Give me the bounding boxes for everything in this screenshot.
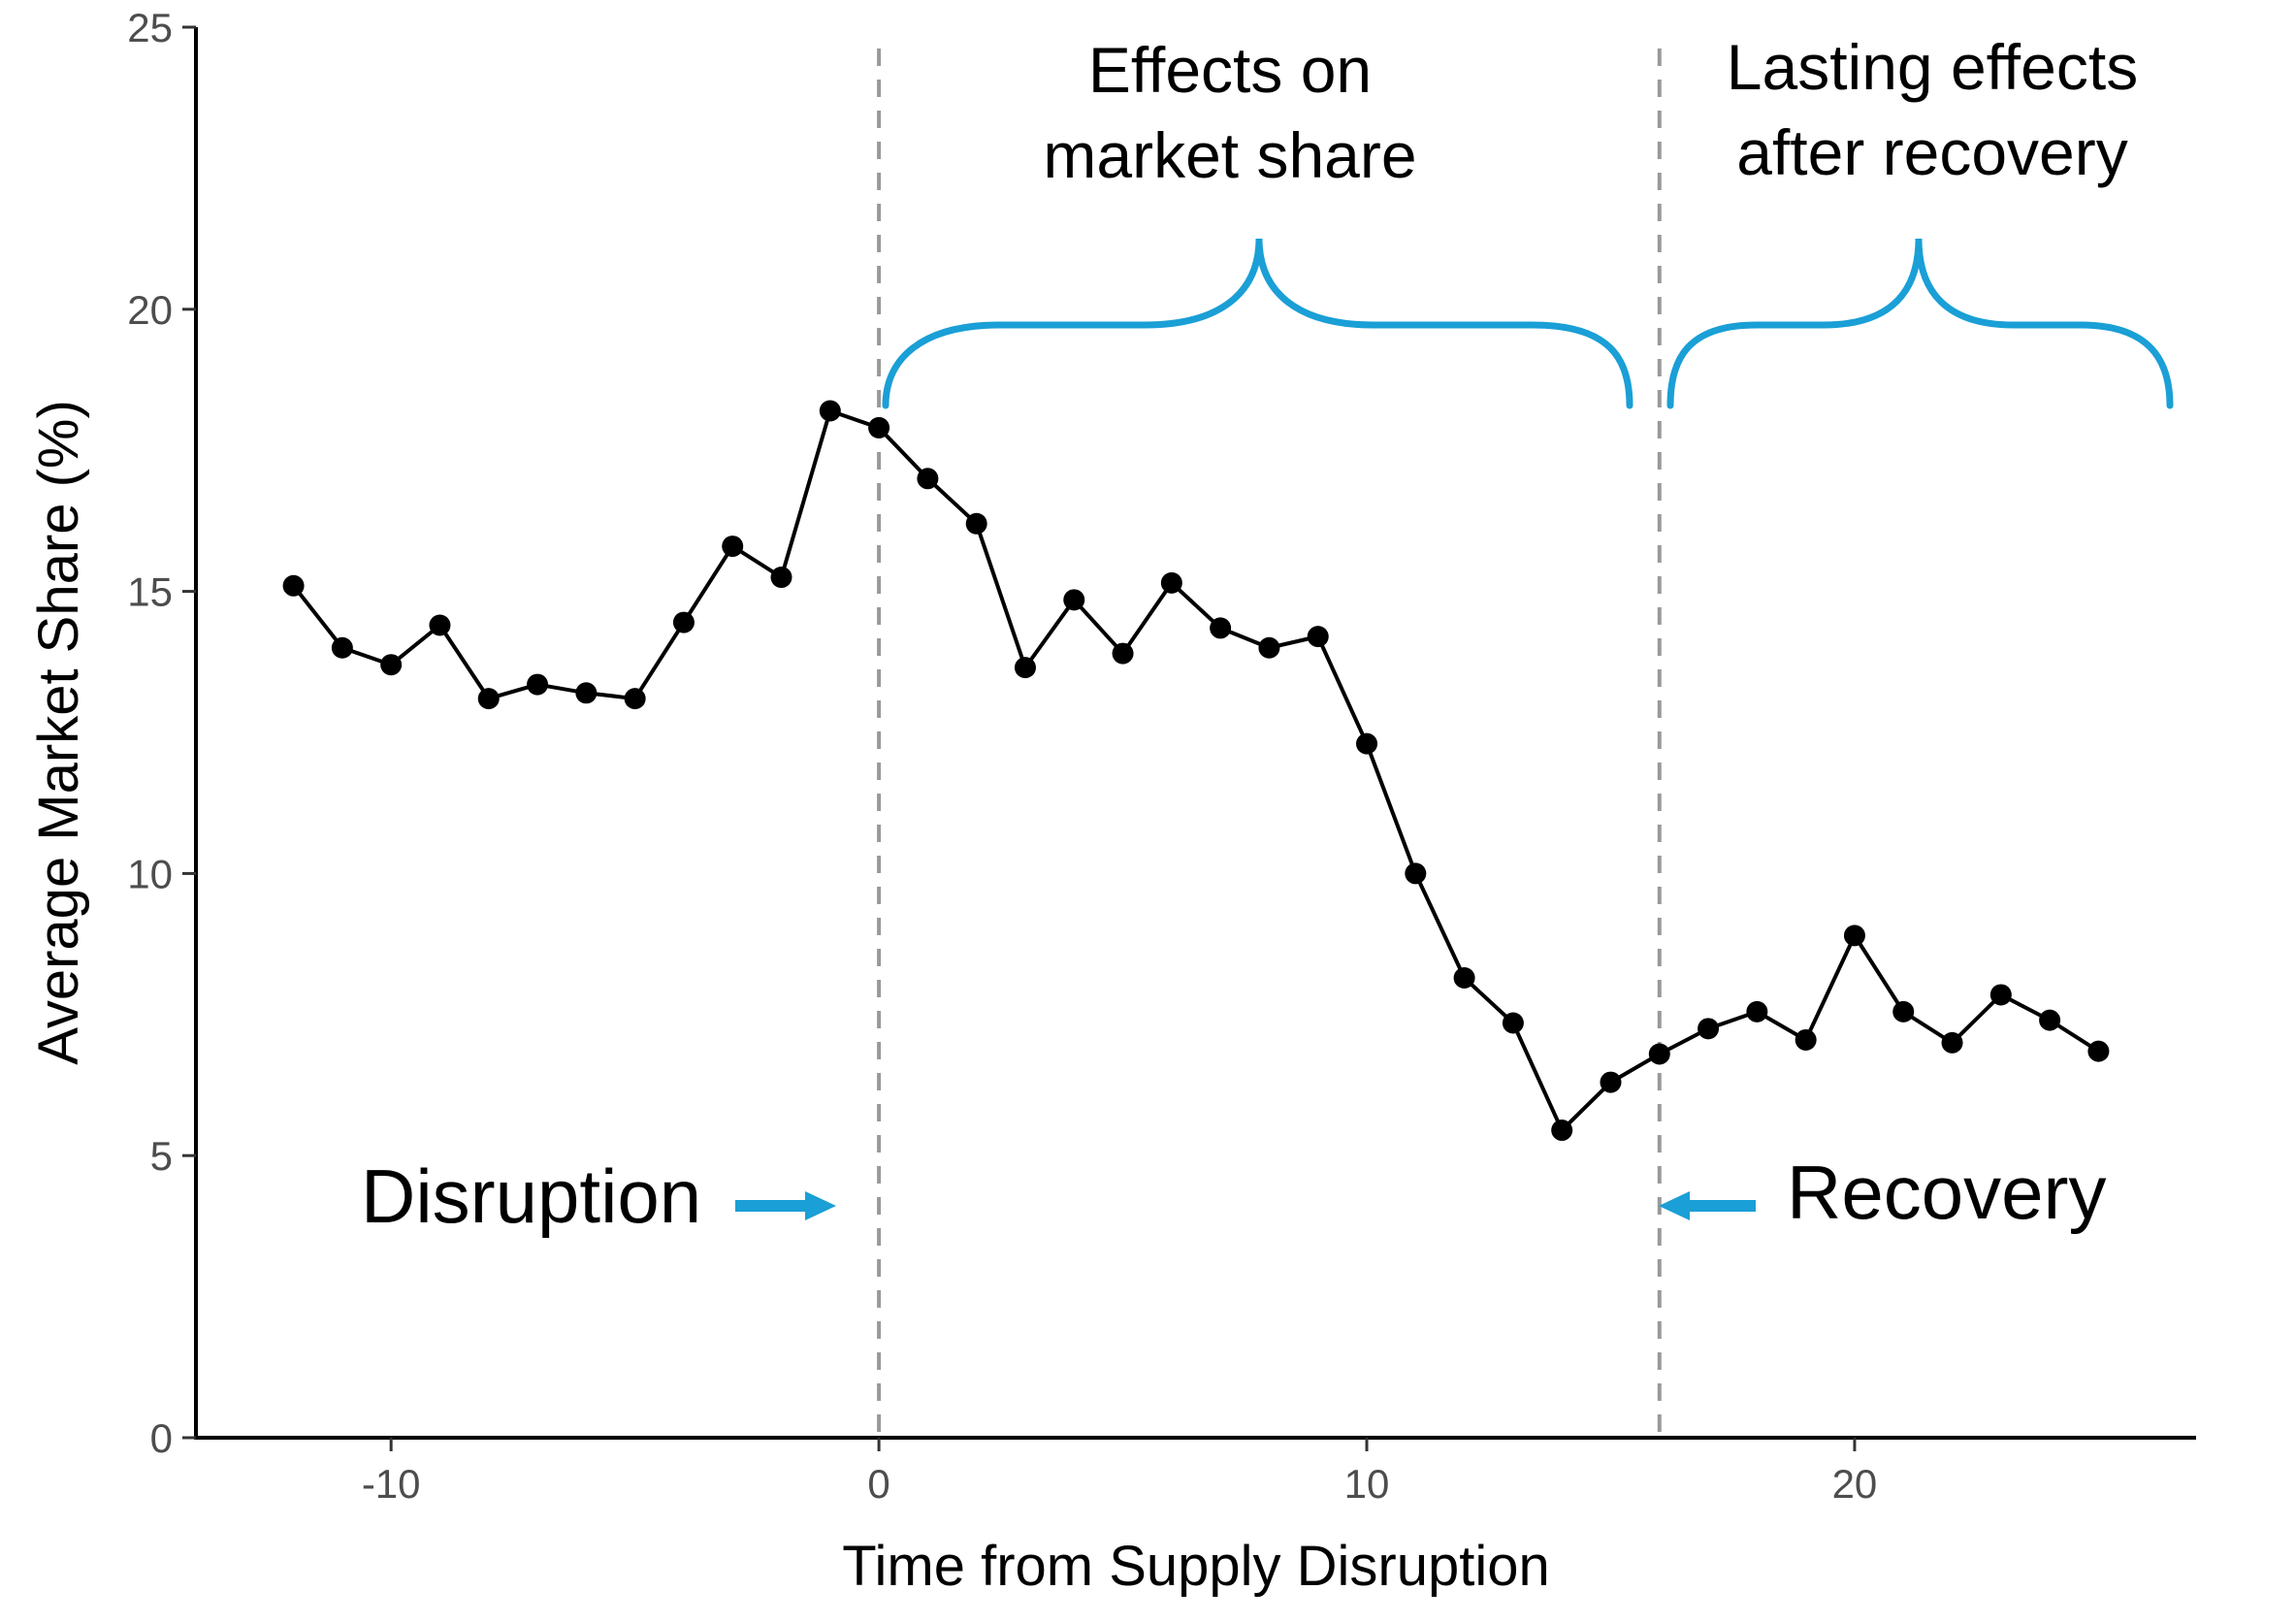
data-point (2039, 1009, 2061, 1031)
data-point (672, 611, 695, 633)
data-point (1989, 984, 2012, 1006)
y-axis-title: Average Market Share (%) (27, 400, 90, 1065)
data-point (1600, 1071, 1622, 1093)
brace-lasting (1666, 238, 2174, 409)
x-tick-label: 10 (1344, 1461, 1390, 1507)
x-tick-label: -10 (362, 1461, 421, 1507)
data-point (380, 654, 403, 676)
brace-effects (882, 238, 1633, 409)
annotation-lasting-line2: after recovery (1736, 116, 2127, 188)
y-tick-label: 20 (127, 287, 173, 333)
data-point (282, 574, 305, 597)
data-point (1698, 1018, 1720, 1040)
reference-lines (877, 49, 1662, 1438)
data-point (770, 567, 792, 589)
x-tick-label: 20 (1832, 1461, 1878, 1507)
axes (194, 27, 2196, 1440)
data-point (429, 614, 451, 636)
data-point (1063, 589, 1085, 611)
data-point (1258, 636, 1280, 659)
data-point (1453, 966, 1475, 989)
data-point (331, 636, 353, 659)
y-tick-label: 25 (127, 5, 173, 50)
data-point (1648, 1043, 1670, 1065)
data-point (1405, 862, 1427, 885)
data-point (477, 688, 500, 710)
annotation-recovery: Recovery (1787, 1150, 2106, 1235)
x-ticks: -10 0 10 20 (362, 1438, 1877, 1507)
y-ticks: 0 5 10 15 20 25 (127, 5, 196, 1461)
arrow-recovery (1659, 1191, 1756, 1220)
data-point (722, 536, 744, 558)
arrow-disruption (735, 1191, 836, 1220)
data-point (575, 682, 598, 704)
data-point (1551, 1120, 1573, 1142)
data-point (1746, 1000, 1768, 1022)
annotation-disruption: Disruption (361, 1153, 701, 1239)
data-point (1795, 1028, 1817, 1051)
annotation-effects-line2: market share (1043, 119, 1416, 191)
data-point (917, 468, 939, 490)
x-axis-title: Time from Supply Disruption (842, 1535, 1550, 1598)
data-point (1014, 657, 1036, 679)
annotation-lasting-line1: Lasting effects (1727, 31, 2138, 103)
data-point (819, 400, 841, 422)
series-line (292, 408, 2100, 1133)
data-point (1160, 571, 1182, 594)
x-tick-label: 0 (867, 1461, 889, 1507)
data-point (1892, 1000, 1915, 1022)
y-tick-label: 5 (150, 1133, 173, 1179)
y-tick-label: 10 (127, 851, 173, 896)
data-point (1843, 925, 1865, 947)
data-point (527, 673, 549, 696)
data-point (868, 416, 890, 438)
series (282, 400, 2110, 1142)
y-tick-label: 15 (127, 569, 173, 615)
annotations: Effects on market share Lasting effects … (361, 31, 2174, 1239)
data-point (1941, 1031, 1963, 1054)
data-point (1112, 642, 1134, 665)
data-point (2087, 1040, 2110, 1062)
annotation-effects-line1: Effects on (1088, 34, 1372, 106)
data-point (1307, 626, 1329, 648)
data-point (624, 688, 646, 710)
data-point (965, 512, 987, 535)
data-point (1356, 732, 1378, 755)
y-tick-label: 0 (150, 1415, 173, 1461)
data-point (1210, 617, 1232, 639)
data-point (1502, 1012, 1524, 1034)
